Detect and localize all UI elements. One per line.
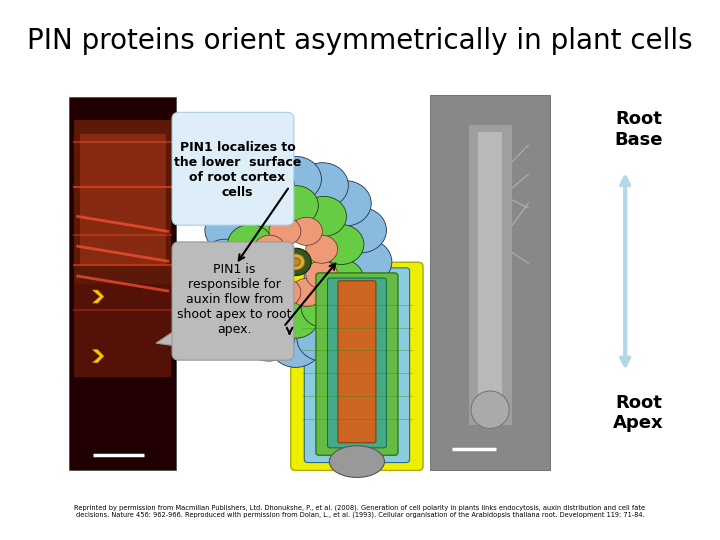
Circle shape — [335, 207, 387, 253]
Bar — [478, 132, 502, 414]
Circle shape — [243, 163, 294, 208]
Circle shape — [205, 207, 256, 253]
Text: PIN1 is
responsible for
auxin flow from
shoot apex to root
apex.: PIN1 is responsible for auxin flow from … — [177, 263, 292, 336]
Polygon shape — [156, 317, 195, 348]
Bar — [74, 284, 171, 377]
Circle shape — [205, 271, 256, 316]
Circle shape — [199, 239, 251, 285]
Text: Root
Base: Root Base — [614, 110, 663, 149]
Circle shape — [291, 279, 323, 307]
FancyBboxPatch shape — [328, 278, 387, 448]
Circle shape — [297, 316, 348, 361]
Circle shape — [306, 235, 338, 264]
Circle shape — [320, 298, 372, 343]
Circle shape — [220, 298, 271, 343]
FancyBboxPatch shape — [172, 112, 294, 225]
Circle shape — [301, 197, 346, 237]
Circle shape — [297, 163, 348, 208]
Circle shape — [273, 298, 318, 338]
Circle shape — [270, 322, 321, 367]
Circle shape — [280, 248, 311, 275]
Circle shape — [291, 258, 300, 266]
Polygon shape — [93, 350, 104, 363]
FancyBboxPatch shape — [172, 242, 294, 360]
Circle shape — [253, 260, 286, 288]
Circle shape — [245, 197, 290, 237]
Circle shape — [253, 235, 286, 264]
Circle shape — [301, 287, 346, 327]
Text: PIN1 localizes to
the lower  surface
of root cortex
cells: PIN1 localizes to the lower surface of r… — [174, 141, 301, 199]
Circle shape — [341, 239, 392, 285]
Circle shape — [291, 217, 323, 245]
Circle shape — [306, 260, 338, 288]
FancyBboxPatch shape — [305, 268, 410, 463]
FancyBboxPatch shape — [338, 281, 376, 443]
Bar — [80, 134, 166, 265]
FancyBboxPatch shape — [69, 97, 176, 470]
FancyBboxPatch shape — [291, 262, 423, 470]
Circle shape — [335, 271, 387, 316]
Circle shape — [318, 225, 364, 265]
Circle shape — [287, 254, 305, 270]
Circle shape — [228, 225, 273, 265]
Circle shape — [228, 259, 273, 299]
Text: Root
Apex: Root Apex — [613, 394, 664, 433]
FancyBboxPatch shape — [316, 273, 398, 455]
Circle shape — [269, 217, 301, 245]
Circle shape — [245, 287, 290, 327]
Bar — [469, 125, 512, 425]
FancyArrowPatch shape — [621, 178, 629, 365]
FancyBboxPatch shape — [431, 94, 550, 470]
Circle shape — [273, 186, 318, 226]
Circle shape — [270, 157, 321, 202]
Circle shape — [318, 259, 364, 299]
Circle shape — [269, 279, 301, 307]
Ellipse shape — [471, 391, 509, 429]
Ellipse shape — [329, 446, 384, 477]
Polygon shape — [93, 290, 104, 303]
Circle shape — [243, 316, 294, 361]
Text: PIN proteins orient asymmetrically in plant cells: PIN proteins orient asymmetrically in pl… — [27, 27, 693, 55]
Text: Reprinted by permission from Macmillan Publishers, Ltd. Dhonukshe, P., et al. (2: Reprinted by permission from Macmillan P… — [74, 504, 646, 518]
Circle shape — [220, 181, 271, 226]
Circle shape — [320, 181, 372, 226]
Bar — [74, 119, 171, 284]
